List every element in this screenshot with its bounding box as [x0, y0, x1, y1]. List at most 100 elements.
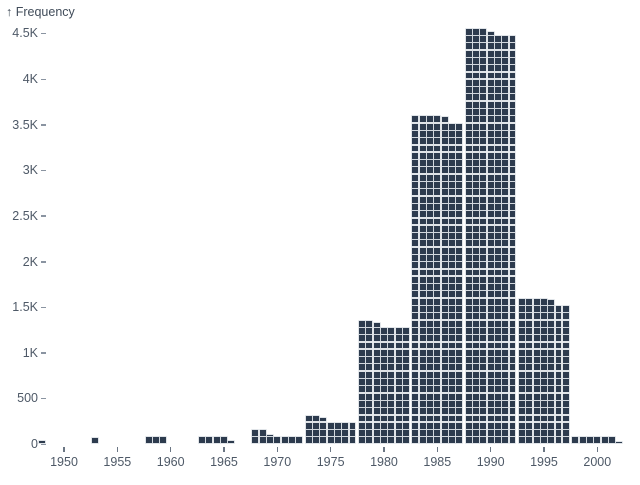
waffle-cell — [412, 327, 419, 334]
y-tick-label: 3K — [22, 163, 38, 178]
waffle-cell — [473, 306, 479, 312]
waffle-cell — [412, 218, 419, 225]
waffle-cell — [509, 327, 516, 334]
waffle-cell — [473, 101, 479, 108]
waffle-cell — [434, 400, 441, 407]
waffle-cell — [487, 342, 494, 349]
waffle-cell — [434, 116, 441, 123]
waffle-cell — [487, 50, 494, 57]
waffle-cell — [494, 247, 501, 254]
waffle-cell — [533, 386, 540, 393]
waffle-cell — [434, 130, 441, 137]
waffle-cell — [448, 430, 455, 437]
waffle-cell — [373, 422, 380, 429]
waffle-cell — [526, 400, 533, 407]
waffle-cell — [541, 371, 547, 378]
waffle-cell — [465, 79, 472, 86]
waffle-cell — [427, 400, 433, 407]
waffle-cell — [548, 371, 555, 378]
waffle-cell — [572, 437, 579, 444]
waffle-cell — [487, 408, 494, 415]
waffle-cell — [441, 203, 448, 210]
waffle-cell — [473, 430, 479, 437]
waffle-cell — [327, 422, 334, 429]
waffle-cell — [441, 218, 448, 225]
waffle-cell — [465, 349, 472, 356]
waffle-cell — [412, 335, 419, 342]
waffle-cell — [555, 371, 562, 378]
x-tick-label: 1960 — [156, 455, 185, 469]
waffle-cell — [519, 408, 525, 415]
waffle-cell — [441, 189, 448, 196]
waffle-cell — [509, 57, 516, 64]
waffle-cell — [441, 415, 448, 422]
waffle-cell — [456, 364, 463, 371]
waffle-cell — [434, 145, 441, 152]
waffle-cell — [473, 240, 479, 247]
waffle-cell — [487, 152, 494, 159]
waffle-cell — [427, 284, 433, 291]
waffle-cell — [533, 371, 540, 378]
waffle-cell — [487, 379, 494, 385]
waffle-cell — [388, 422, 395, 429]
waffle-cell — [526, 371, 533, 378]
waffle-cell — [541, 320, 547, 327]
y-tick-dash-icon — [41, 124, 46, 126]
waffle-cell — [494, 65, 501, 72]
waffle-cell — [487, 211, 494, 218]
waffle-cell — [434, 269, 441, 276]
waffle-cell — [487, 284, 494, 291]
waffle-cell — [502, 123, 509, 130]
waffle-cell — [541, 400, 547, 407]
waffle-cell — [480, 79, 487, 86]
waffle-cell — [509, 174, 516, 181]
waffle-cell — [480, 320, 487, 327]
waffle-cell — [412, 123, 419, 130]
waffle-cell — [494, 196, 501, 203]
waffle-cell — [487, 101, 494, 108]
y-tick-dash-icon — [41, 32, 46, 35]
waffle-cell-partial — [267, 434, 273, 437]
waffle-cell — [502, 437, 509, 444]
waffle-cell — [441, 160, 448, 167]
waffle-cell — [441, 327, 448, 334]
waffle-cell — [519, 349, 525, 356]
waffle-cell — [465, 233, 472, 239]
waffle-cell — [441, 152, 448, 159]
waffle-bar-1980 — [358, 320, 410, 444]
waffle-cell — [480, 182, 487, 188]
waffle-cell — [381, 437, 387, 444]
waffle-cell — [509, 50, 516, 57]
waffle-cell — [487, 189, 494, 196]
y-tick: 4.5K — [0, 26, 48, 40]
waffle-cell — [502, 43, 509, 50]
waffle-cell — [395, 364, 402, 371]
waffle-cell — [465, 437, 472, 444]
waffle-cell — [502, 211, 509, 218]
waffle-cell — [441, 182, 448, 188]
waffle-cell — [427, 123, 433, 130]
waffle-cell — [412, 320, 419, 327]
waffle-cell — [473, 437, 479, 444]
waffle-cell — [456, 255, 463, 261]
waffle-cell — [541, 415, 547, 422]
waffle-cell — [502, 87, 509, 94]
waffle-cell — [541, 349, 547, 356]
waffle-cell — [509, 320, 516, 327]
waffle-cell — [441, 123, 448, 130]
waffle-cell — [427, 116, 433, 123]
waffle-cell — [402, 415, 409, 422]
waffle-bar-1950 — [38, 437, 90, 444]
waffle-cell — [562, 379, 569, 385]
waffle-cell — [434, 276, 441, 283]
waffle-cell — [548, 422, 555, 429]
waffle-cell — [473, 225, 479, 232]
waffle-cell — [494, 182, 501, 188]
waffle-cell — [465, 152, 472, 159]
waffle-cell — [419, 342, 426, 349]
waffle-cell — [465, 313, 472, 320]
waffle-cell — [473, 342, 479, 349]
waffle-cell — [509, 364, 516, 371]
waffle-cell — [359, 371, 366, 378]
waffle-cell — [562, 306, 569, 312]
